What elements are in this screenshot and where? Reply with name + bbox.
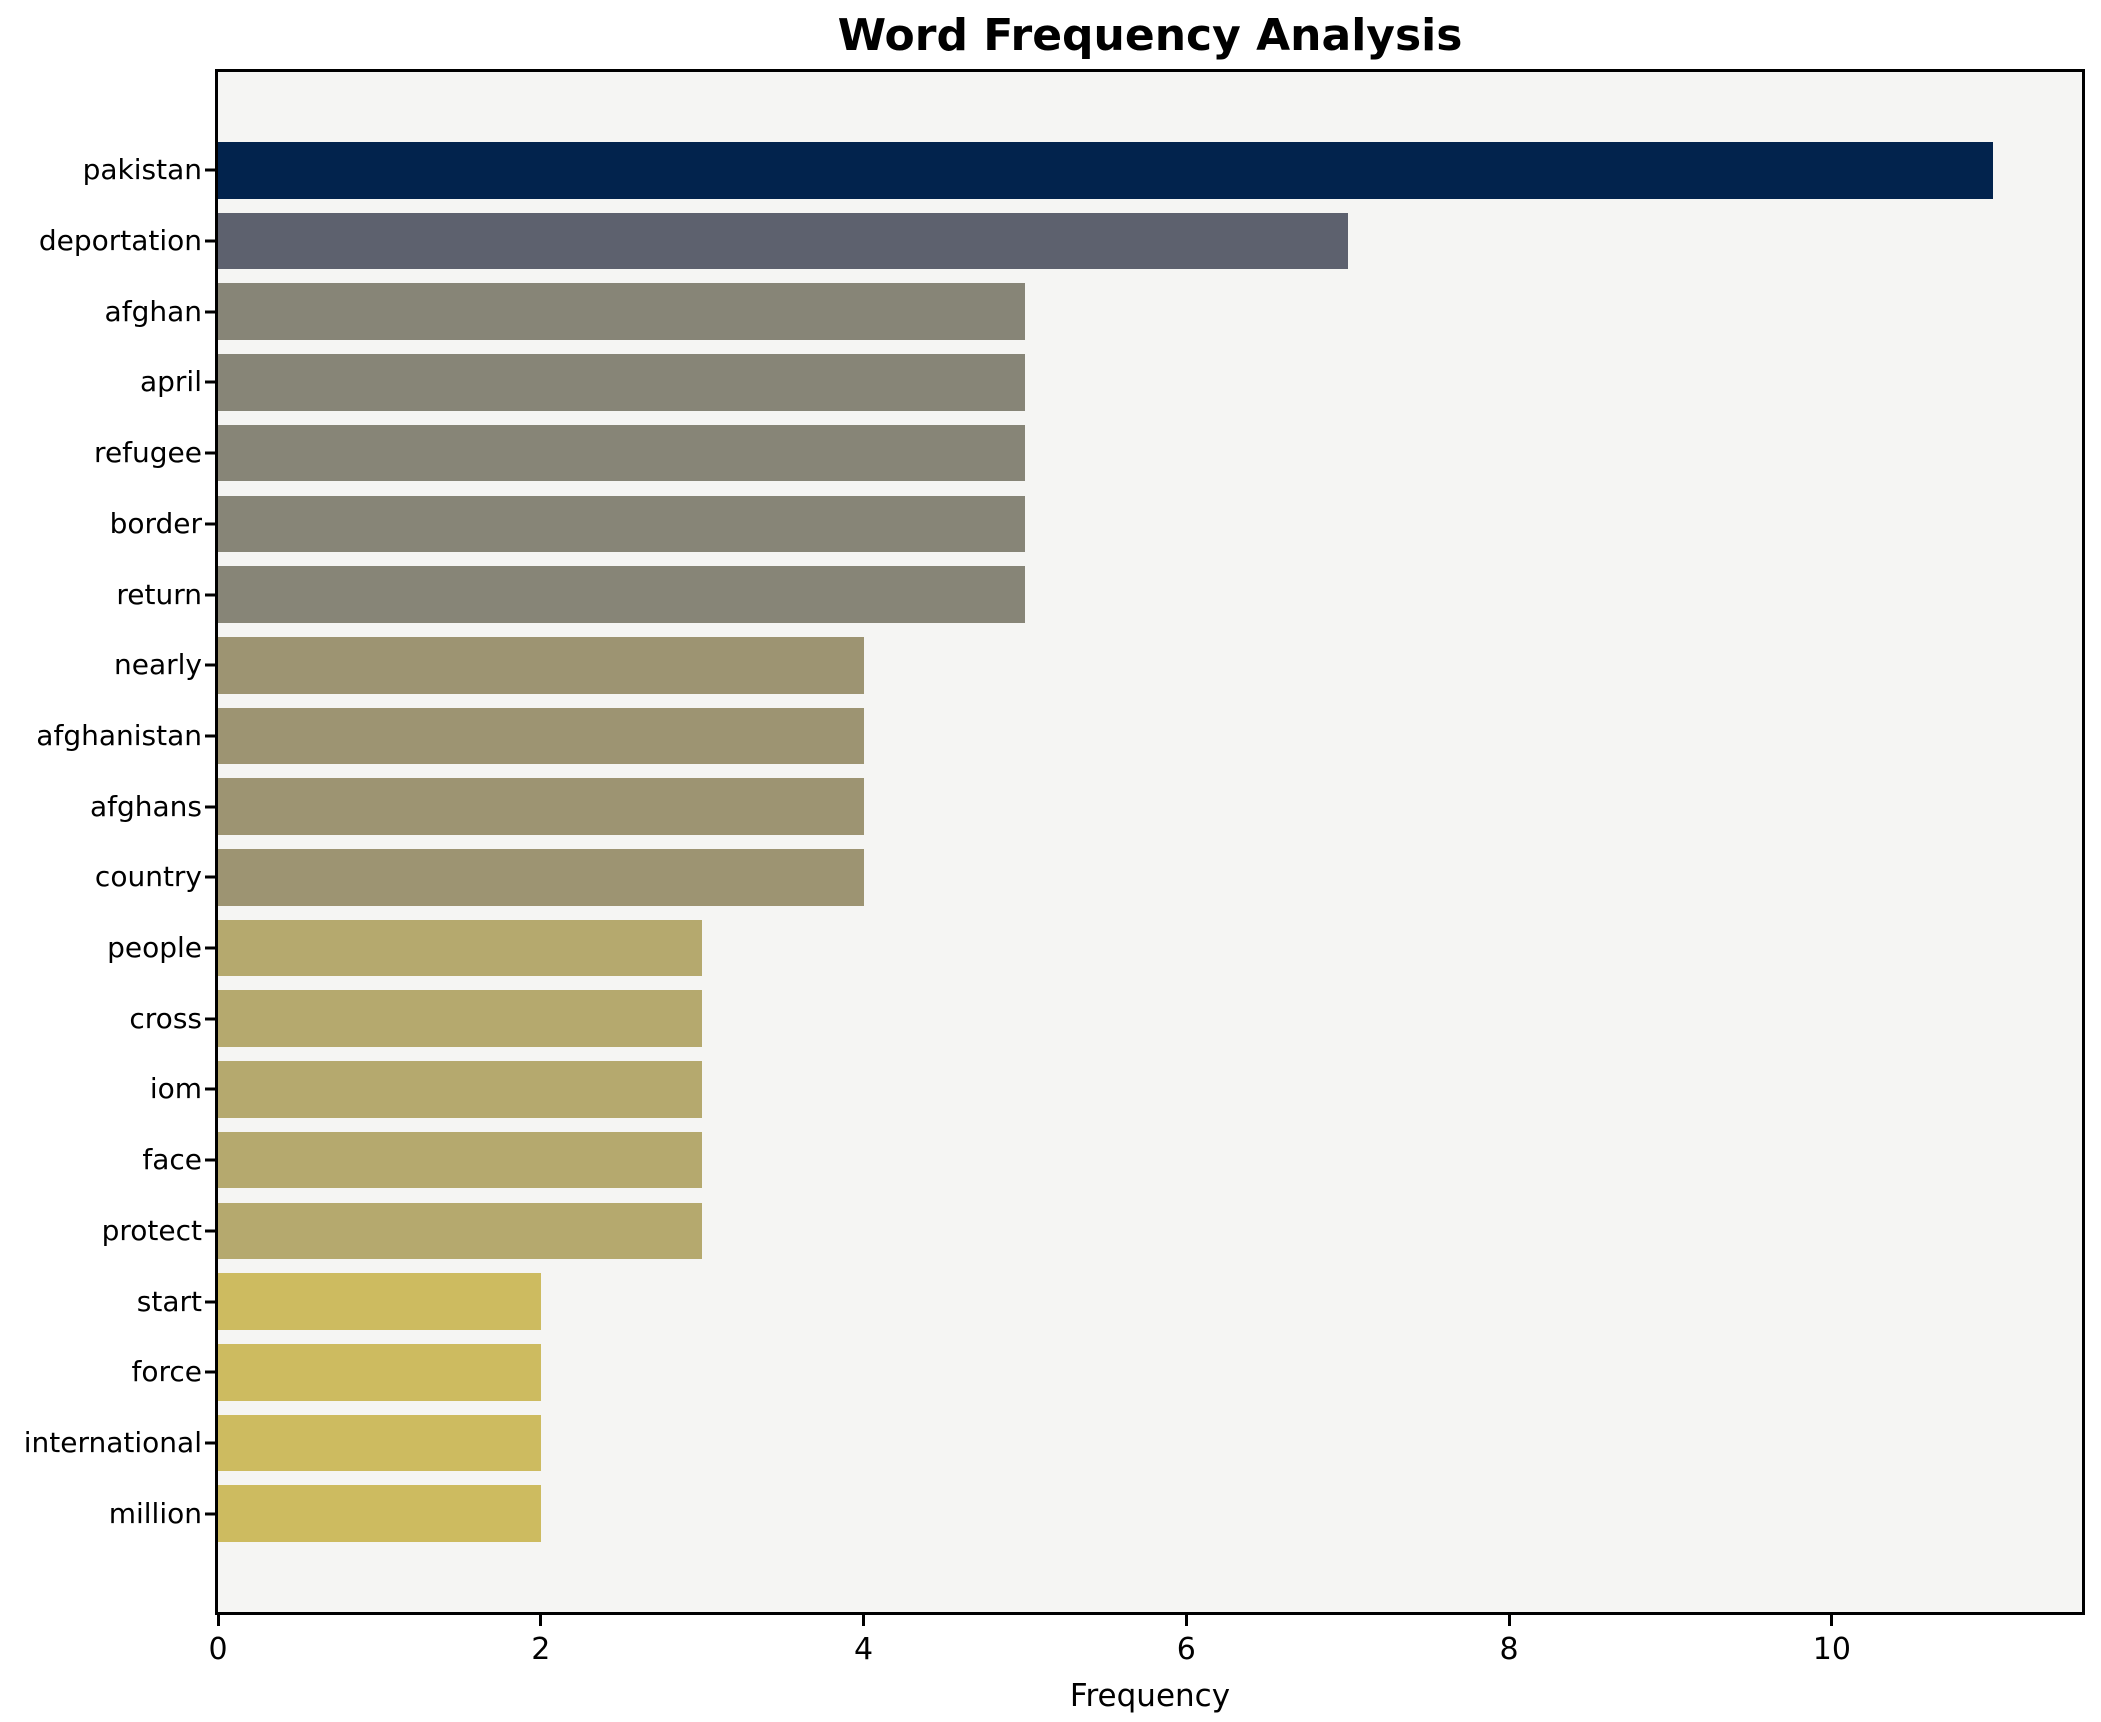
bar [218,1485,541,1542]
bar [218,424,1025,482]
y-tick-label: start [136,1284,202,1318]
bar [218,495,1025,553]
x-tick-mark [1830,1615,1834,1626]
bar [218,707,864,765]
y-tick-mark [205,593,215,597]
x-tick-label: 8 [1499,1632,1519,1667]
bar [218,566,1025,623]
x-tick-label: 4 [853,1632,874,1667]
axis-spine-bottom [215,1612,2085,1615]
y-tick-mark [205,805,215,809]
y-tick-mark [205,239,215,243]
x-axis-label: Frequency [1069,1678,1231,1714]
y-tick-mark [205,168,215,172]
chart-title: Word Frequency Analysis [837,10,1463,61]
bar [218,990,703,1048]
bar [218,1202,703,1260]
y-tick-mark [205,451,215,455]
y-tick-label: protect [101,1213,202,1247]
y-tick-mark [205,1158,215,1162]
y-tick-mark [205,1512,215,1516]
y-tick-label: afghanistan [36,718,202,752]
y-tick-mark [205,522,215,526]
y-tick-mark [205,1300,215,1304]
bar [218,1414,541,1472]
x-tick-mark [1507,1615,1511,1626]
bar [218,212,1348,270]
y-tick-mark [205,310,215,314]
axis-spine-left [215,69,218,1615]
bar [218,919,703,977]
y-tick-label: force [131,1355,202,1389]
y-tick-mark [205,946,215,950]
y-tick-mark [205,1229,215,1233]
x-tick-mark [862,1615,866,1626]
y-tick-label: million [108,1496,202,1530]
y-tick-label: international [23,1426,202,1459]
y-tick-label: nearly [114,648,202,682]
y-tick-label: afghan [104,294,202,328]
y-tick-mark [205,734,215,738]
x-tick-mark [1184,1615,1188,1626]
bar [218,636,864,694]
y-tick-mark [205,1370,215,1374]
bar [218,849,864,906]
x-tick-label: 10 [1812,1632,1851,1667]
y-tick-label: pakistan [82,153,202,187]
bar [218,354,1025,411]
x-tick-mark [216,1615,220,1626]
y-tick-label: return [116,577,202,611]
bar [218,283,1025,340]
y-tick-label: people [107,931,202,965]
x-tick-label: 0 [208,1632,228,1667]
x-tick-label: 6 [1176,1632,1196,1667]
bar [218,778,864,835]
y-tick-mark [205,663,215,667]
y-tick-label: face [142,1143,202,1177]
x-tick-mark [539,1615,543,1626]
y-tick-label: iom [149,1072,202,1106]
bar [218,1273,541,1330]
axis-spine-top [215,69,2085,72]
y-tick-mark [205,1441,215,1445]
y-tick-mark [205,875,215,879]
y-tick-label: country [94,860,202,894]
bar [218,142,1994,199]
y-tick-mark [205,1017,215,1021]
y-tick-label: deportation [38,223,202,257]
y-tick-label: afghans [89,789,202,823]
y-tick-label: border [109,506,202,540]
bar [218,1344,541,1401]
bar [218,1131,703,1189]
y-tick-label: april [139,365,202,399]
axis-spine-right [2082,69,2085,1615]
y-tick-mark [205,1087,215,1091]
y-tick-label: refugee [94,436,202,470]
y-tick-mark [205,380,215,384]
y-tick-label: cross [129,1001,202,1035]
x-tick-label: 2 [531,1632,551,1667]
bar [218,1061,703,1118]
